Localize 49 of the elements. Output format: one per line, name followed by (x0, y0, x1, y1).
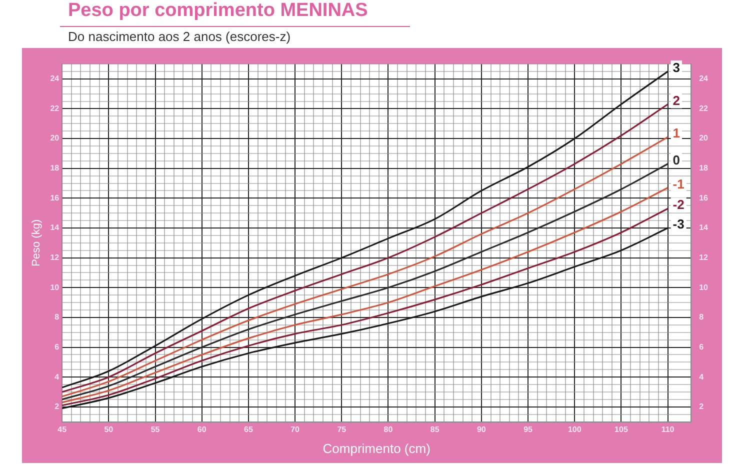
x-tick-label: 85 (430, 424, 440, 434)
y2-tick-label: 22 (699, 104, 709, 113)
x-axis-title: Comprimento (cm) (322, 440, 430, 456)
y-tick-label: 2 (54, 402, 60, 412)
chart-title: Peso por comprimento MENINAS (68, 0, 368, 22)
x-tick-label: 80 (384, 424, 394, 434)
series-label: 2 (672, 92, 680, 108)
y2-tick-label: 16 (699, 193, 709, 202)
x-tick-label: 110 (661, 424, 675, 434)
x-tick-label: 105 (614, 424, 628, 434)
x-tick-label: 60 (197, 424, 207, 434)
x-tick-label: 95 (524, 424, 534, 434)
series-label: 0 (672, 152, 680, 168)
series-label: -2 (672, 197, 684, 212)
y-axis-title: Peso (kg) (30, 219, 43, 266)
y-tick-label: 14 (50, 223, 60, 232)
series-label: 1 (672, 126, 680, 141)
y-tick-label: 24 (50, 74, 60, 84)
y2-tick-label: 10 (699, 282, 709, 292)
y2-tick-label: 24 (699, 74, 709, 84)
y2-tick-label: 6 (699, 342, 704, 352)
y2-tick-label: 20 (699, 134, 709, 143)
series-label: 3 (672, 60, 680, 76)
y-tick-label: 4 (54, 372, 60, 382)
y2-tick-label: 14 (699, 223, 709, 232)
y2-tick-label: 8 (699, 312, 704, 322)
series-label: -1 (672, 176, 684, 192)
y-tick-label: 22 (50, 104, 60, 113)
y-tick-label: 16 (50, 193, 60, 202)
y-tick-label: 10 (50, 282, 60, 292)
y2-tick-label: 4 (699, 372, 704, 382)
y-tick-label: 20 (50, 134, 60, 143)
x-tick-label: 75 (337, 424, 347, 434)
x-tick-label: 90 (476, 424, 486, 434)
y-tick-label: 8 (54, 312, 60, 322)
y2-tick-label: 12 (699, 253, 709, 262)
y2-tick-label: 2 (699, 402, 704, 412)
x-tick-label: 100 (568, 424, 582, 434)
x-tick-label: 50 (104, 424, 114, 434)
y-tick-label: 12 (50, 253, 60, 262)
x-tick-label: 55 (150, 424, 160, 434)
series-label: -3 (672, 216, 684, 232)
y2-tick-label: 18 (699, 164, 709, 173)
y-tick-label: 18 (50, 164, 60, 173)
x-tick-label: 45 (58, 424, 68, 434)
y-tick-label: 6 (54, 342, 60, 352)
x-tick-label: 65 (244, 424, 254, 434)
chart-subtitle: Do nascimento aos 2 anos (escores-z) (68, 29, 291, 44)
x-tick-label: 70 (290, 424, 300, 434)
